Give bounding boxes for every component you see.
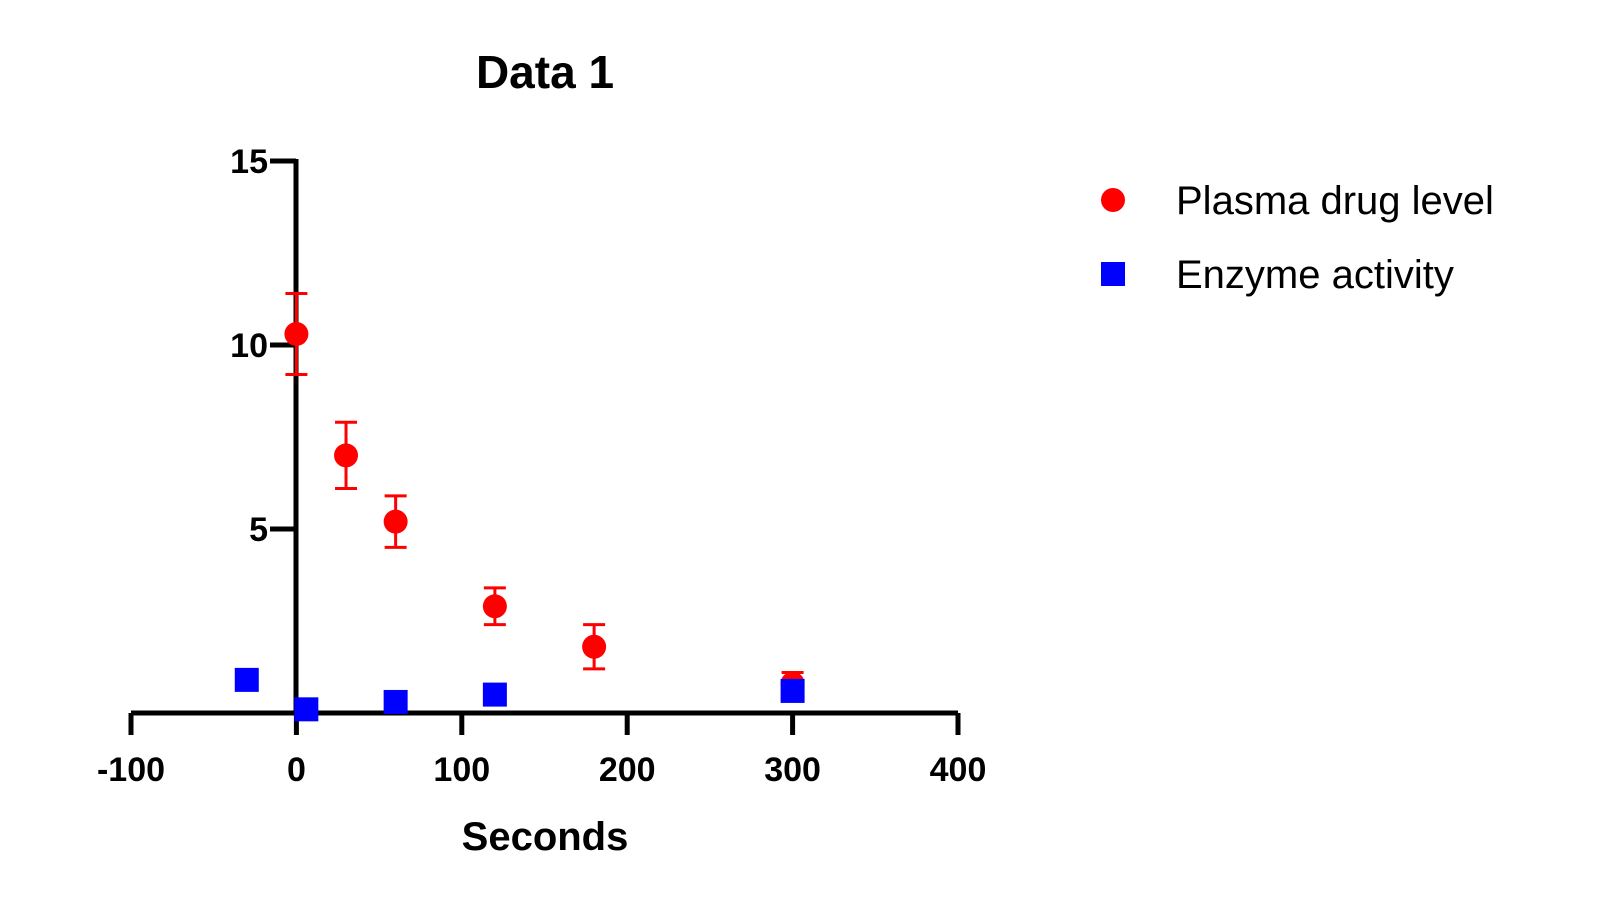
legend-marker-plasma [1101,188,1125,212]
y-tick-label-15: 15 [230,143,268,181]
x-tick-label-0: 0 [287,751,306,789]
point-1-0 [234,667,259,692]
point-1-1 [294,697,319,722]
x-axis-label: Seconds [462,815,629,859]
chart-title: Data 1 [476,46,614,98]
legend: Plasma drug level Enzyme activity [1101,179,1494,297]
point-0-0 [284,321,309,346]
x-tick-label-400: 400 [930,751,987,789]
x-tick-label-300: 300 [764,751,821,789]
point-0-3 [482,594,507,619]
y-tick-label-5: 5 [249,511,268,549]
y-tick-label-10: 10 [230,327,268,365]
point-1-3 [482,682,507,707]
point-1-2 [383,689,408,714]
x-tick-label-100: 100 [433,751,490,789]
x-tick-label-200: 200 [599,751,656,789]
x-tick-label--100: -100 [97,751,165,789]
point-0-4 [582,634,607,659]
plot-area: -100 0 100 200 300 400 5 10 15 [97,143,986,789]
legend-label-plasma: Plasma drug level [1176,179,1494,223]
point-1-4 [780,678,805,703]
point-0-2 [383,509,408,534]
point-0-1 [334,443,359,468]
legend-marker-enzyme [1101,262,1125,286]
legend-label-enzyme: Enzyme activity [1176,253,1454,297]
